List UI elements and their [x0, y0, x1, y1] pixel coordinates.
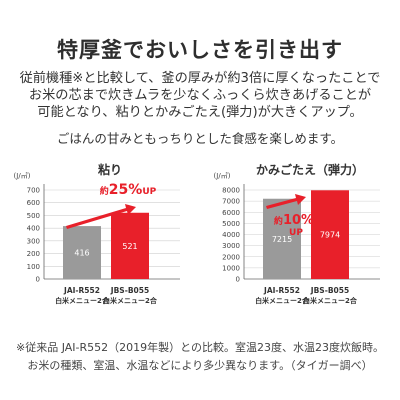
c0-y-tick-label: 400 [27, 225, 40, 233]
c0-y-axis-label: (J/㎥) [14, 171, 31, 180]
c0-x-category-sublabel-1: 白米メニュー2合 [103, 296, 158, 305]
c0-y-tick-label: 600 [27, 199, 40, 207]
c0-arrow-shape [66, 204, 136, 229]
c1-y-axis-label: (J/㎥) [214, 171, 231, 180]
c1-y-tick-label: 7000 [222, 198, 240, 206]
c0-y-tick-label: 200 [27, 250, 40, 258]
c0-y-tick-label: 500 [27, 212, 40, 220]
chart-stickiness: 粘り (J/㎥) 0 100 200 300 400 500 600 700 416 JAI-R552… [0, 160, 200, 312]
intro-line-2: お米の芯まで炊きムラを少なくふっくら炊きあげることが [28, 88, 372, 103]
c0-x-category-label-1: JBS-B055 [110, 286, 149, 295]
subline: ごはんの甘みともっちりとした食感を楽しめます。 [56, 131, 344, 146]
c1-x-category-label-1: JBS-B055 [310, 286, 349, 295]
c1-x-category-label-0: JAI-R552 [263, 286, 300, 295]
chart-firmness: かみごたえ（弾力） (J/㎥) 0 1000 2000 3000 4000 5000 6000 7… [200, 160, 400, 312]
c1-bar-0 [263, 198, 301, 279]
chart-stickiness-svg: 粘り (J/㎥) 0 100 200 300 400 500 600 700 416 JAI-R552… [14, 162, 180, 305]
c1-bar-value-label-1: 7974 [320, 231, 340, 240]
c0-bar-value-label-0: 416 [74, 249, 89, 258]
c1-y-tick-label: 1000 [222, 264, 240, 272]
c1-y-tick-label: 8000 [222, 187, 240, 195]
c1-y-tick-label: 5000 [222, 220, 240, 228]
c0-x-category-sublabel-0: 白米メニュー2合 [55, 296, 110, 305]
c1-arrow-shape [266, 194, 306, 209]
c0-y-tick-label: 0 [36, 276, 40, 284]
c1-x-category-sublabel-0: 白米メニュー2合 [255, 296, 310, 305]
c1-bar-value-label-0: 7215 [272, 235, 292, 244]
c0-increase-annotation: 約25%UP [100, 182, 157, 198]
c1-increase-annotation-suffix: UP [289, 228, 303, 238]
c0-y-tick-label: 100 [27, 263, 40, 271]
footnote-2: お米の種類、室温、水温などにより多少異なります。（タイガー調べ） [27, 359, 373, 372]
c0-chart-title: 粘り [98, 162, 122, 177]
page-title: 特厚釜でおいしさを引き出す [57, 38, 343, 62]
c0-x-category-label-0: JAI-R552 [63, 286, 100, 295]
c1-y-tick-label: 3000 [222, 242, 240, 250]
c1-y-tick-label: 2000 [222, 253, 240, 261]
footnote-1: ※従来品 JAI-R552（2019年製）との比較。室温23度、水温23度炊飯時… [15, 341, 385, 354]
c0-bar-0 [63, 226, 101, 279]
c1-chart-title: かみごたえ（弾力） [256, 162, 364, 177]
chart-firmness-svg: かみごたえ（弾力） (J/㎥) 0 1000 2000 3000 4000 5000 6000 7… [214, 162, 380, 305]
c0-bar-value-label-1: 521 [122, 242, 137, 251]
c0-y-tick-label: 700 [27, 187, 40, 195]
c1-y-tick-label: 6000 [222, 209, 240, 217]
c1-y-tick-label: 0 [236, 276, 240, 284]
c1-bar-1 [311, 190, 349, 279]
c1-increase-annotation: 約10% [274, 213, 314, 228]
c0-y-tick-label: 300 [27, 237, 40, 245]
intro-line-1: 従前機種※と比較して、釜の厚みが約3倍に厚くなったことで [19, 71, 381, 86]
intro-line-3: 可能となり、粘りとかみごたえ(弾力)が大きくアップ。 [37, 105, 363, 120]
c1-x-category-sublabel-1: 白米メニュー2合 [303, 296, 358, 305]
c0-bar-1 [111, 212, 149, 279]
c1-y-tick-label: 4000 [222, 231, 240, 239]
